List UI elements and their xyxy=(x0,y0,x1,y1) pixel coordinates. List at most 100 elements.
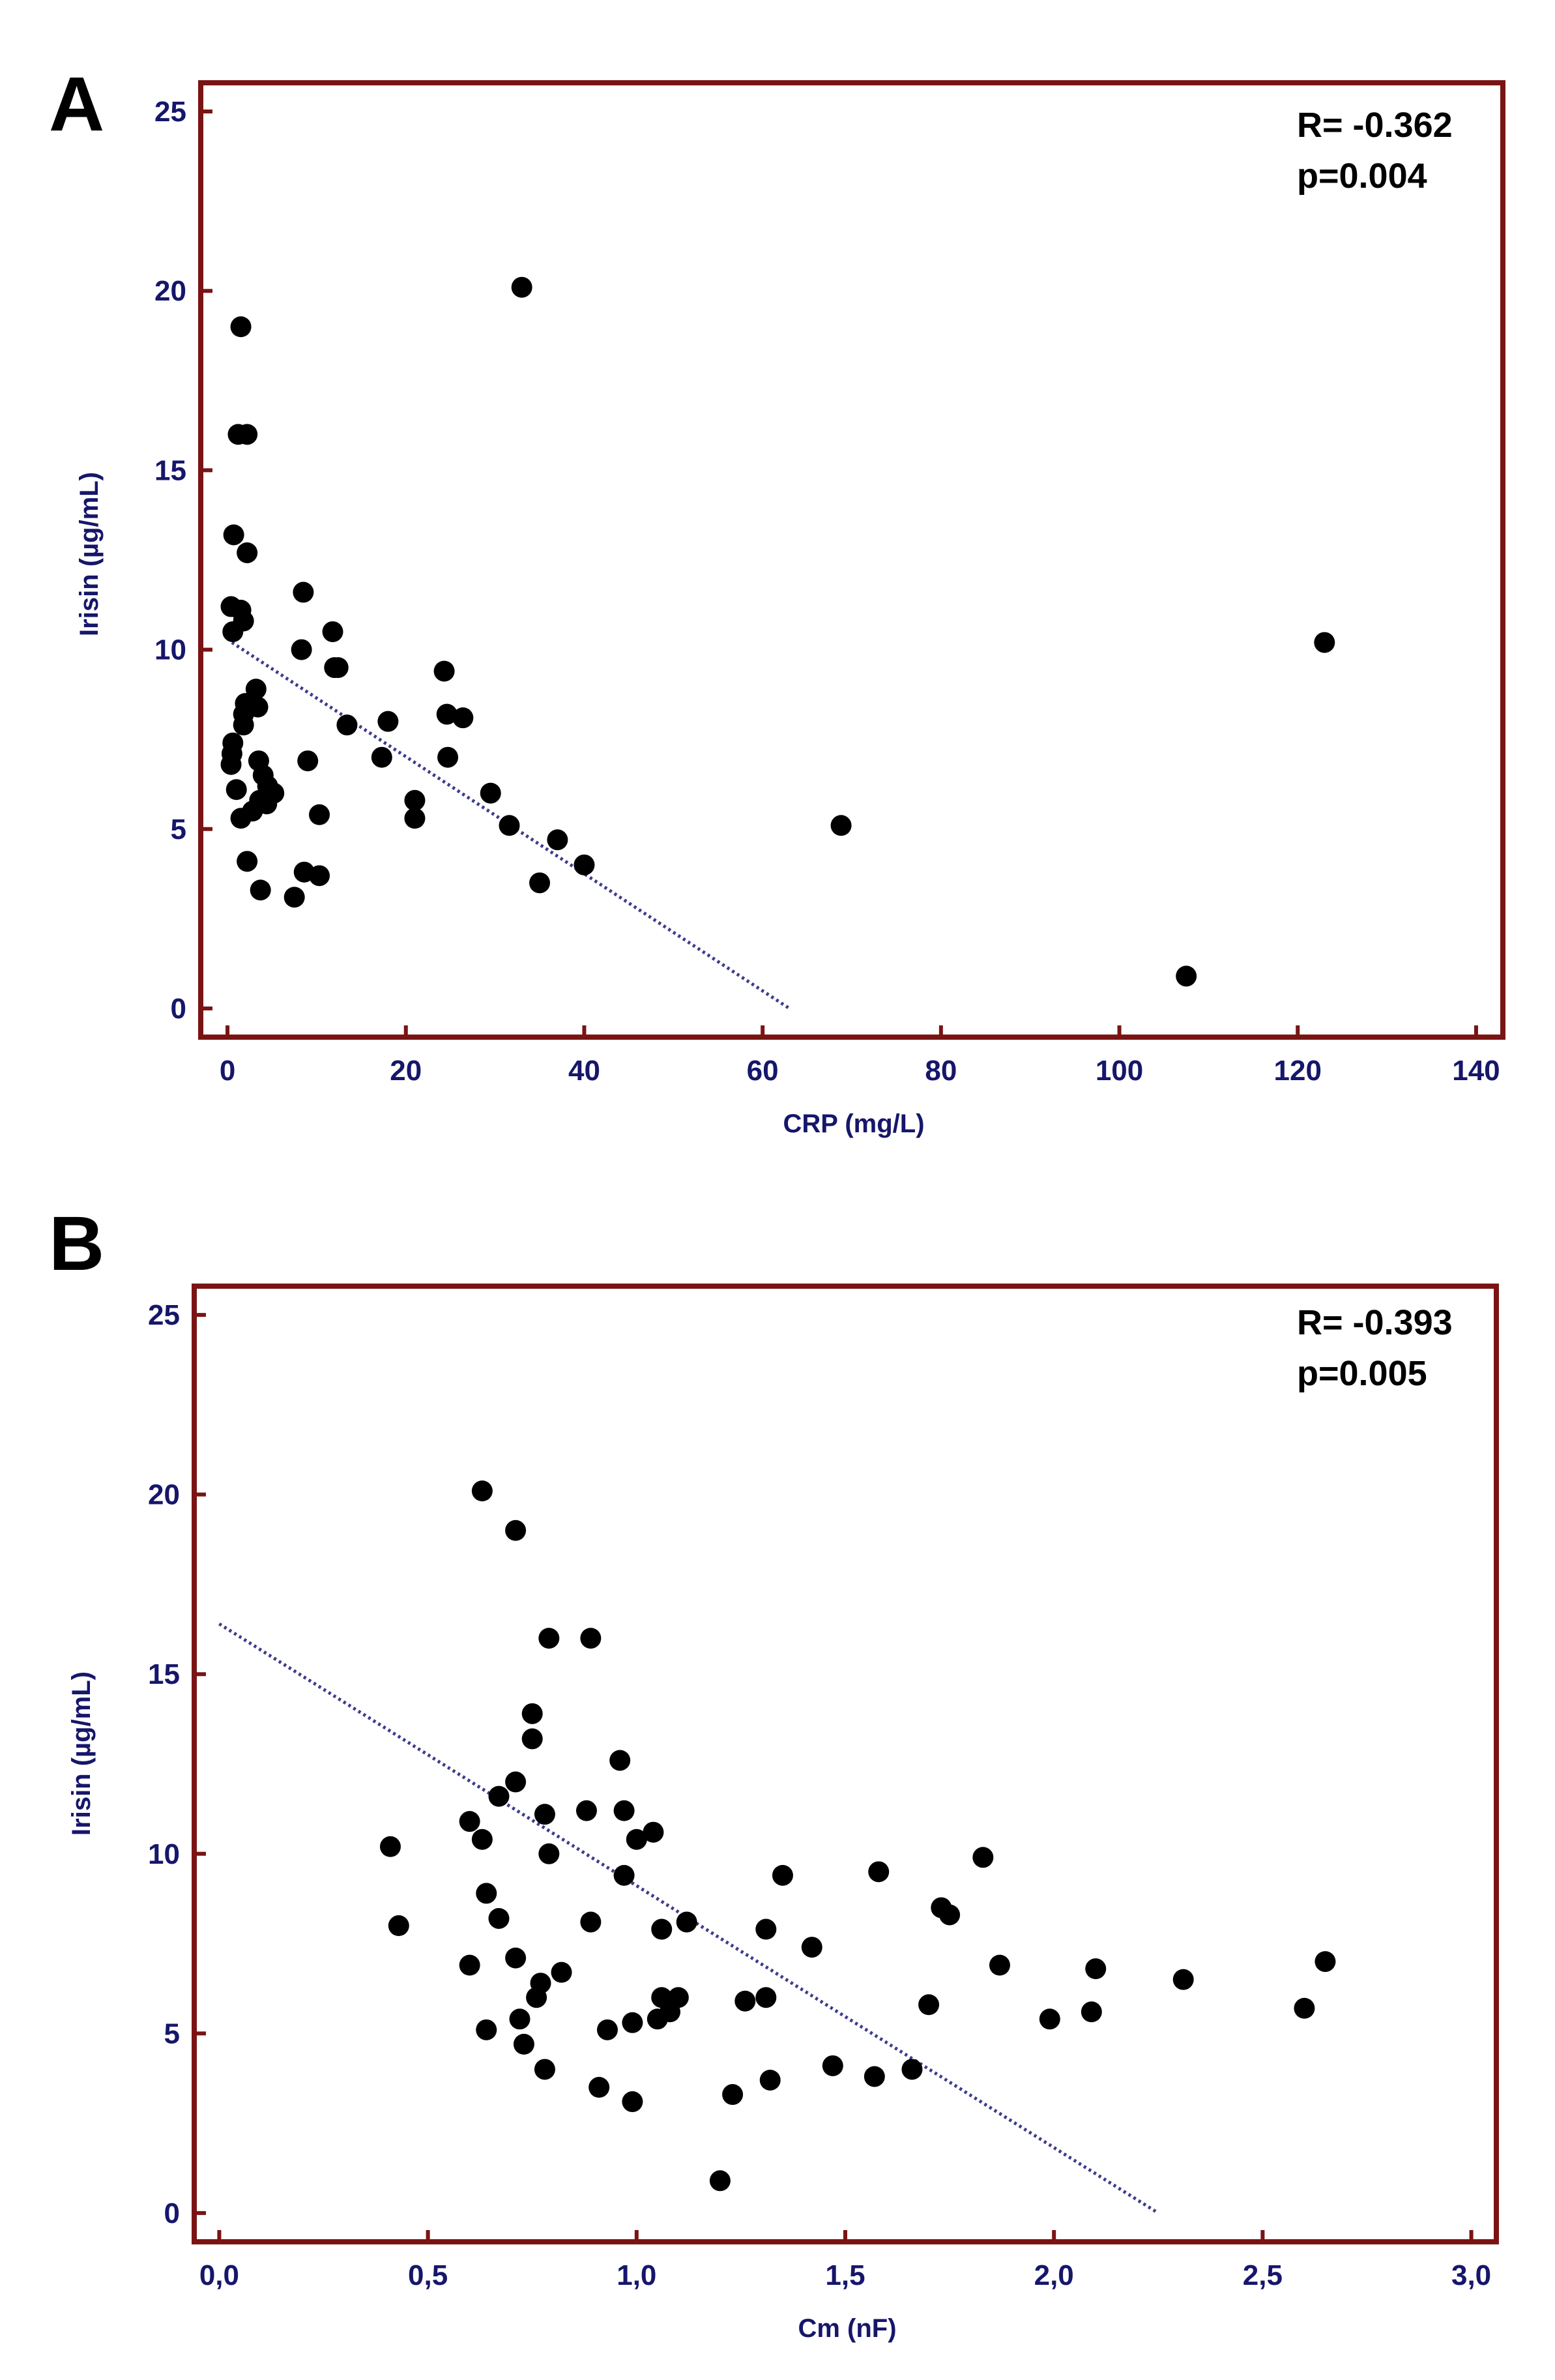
data-point xyxy=(918,1994,940,2016)
y-tick-label: 10 xyxy=(148,1838,180,1870)
data-point xyxy=(755,1918,777,1940)
data-point xyxy=(309,865,330,887)
data-point xyxy=(1039,2008,1060,2030)
data-point xyxy=(225,779,247,801)
x-tick-label: 0 xyxy=(220,1055,235,1087)
data-point xyxy=(245,679,267,700)
data-point xyxy=(250,879,271,901)
x-tick-label: 100 xyxy=(1096,1055,1143,1087)
data-point xyxy=(1315,1951,1336,1973)
data-points xyxy=(379,1480,1336,2192)
data-point xyxy=(283,887,305,908)
data-point xyxy=(868,1861,890,1883)
data-point xyxy=(709,2170,731,2192)
data-point xyxy=(377,711,399,732)
tick-labels: 0 20 40 60 80 100 120 140 0 5 10 15 20 25 xyxy=(154,96,1500,1087)
data-point xyxy=(772,1864,793,1886)
data-point xyxy=(759,2069,781,2091)
data-point xyxy=(505,1520,527,1541)
x-tick-label: 80 xyxy=(925,1055,957,1087)
x-axis-title: Cm (nF) xyxy=(798,2314,896,2343)
data-point xyxy=(499,815,520,836)
data-point xyxy=(613,1800,635,1821)
y-tick-label: 0 xyxy=(171,993,186,1025)
y-tick-label: 5 xyxy=(164,2018,180,2049)
data-points xyxy=(220,276,1335,987)
data-point xyxy=(989,1954,1010,1976)
correlation-r: R= -0.393 xyxy=(1297,1303,1453,1342)
data-point xyxy=(1085,1958,1107,1980)
data-point xyxy=(547,829,568,851)
x-tick-label: 40 xyxy=(568,1055,600,1087)
x-tick-label: 120 xyxy=(1274,1055,1322,1087)
data-point xyxy=(575,1800,597,1821)
data-point xyxy=(237,424,258,445)
correlation-r: R= -0.362 xyxy=(1297,106,1453,145)
data-point xyxy=(433,660,455,682)
data-point xyxy=(622,2012,643,2033)
data-point xyxy=(538,1843,560,1864)
tick-labels: 0,0 0,5 1,0 1,5 2,0 2,5 3,0 0 5 10 15 20 25 xyxy=(148,1299,1491,2291)
x-axis-title: CRP (mg/L) xyxy=(783,1109,924,1138)
data-point xyxy=(822,2055,843,2076)
data-point xyxy=(379,1836,401,1857)
data-point xyxy=(622,2091,643,2113)
tick-marks xyxy=(201,110,1478,1037)
data-point xyxy=(613,1864,635,1886)
data-point xyxy=(643,1821,664,1843)
data-point xyxy=(526,1987,547,2008)
data-point xyxy=(534,1804,555,1825)
y-tick-label: 25 xyxy=(154,96,186,128)
data-point xyxy=(734,1990,756,2012)
y-tick-label: 15 xyxy=(154,454,186,486)
data-point xyxy=(521,1728,543,1750)
y-tick-label: 25 xyxy=(148,1299,180,1331)
data-point xyxy=(327,657,349,679)
x-tick-label: 2,5 xyxy=(1243,2259,1283,2291)
data-point xyxy=(220,754,242,775)
data-point xyxy=(459,1811,480,1832)
data-point xyxy=(511,276,532,298)
tick-marks xyxy=(194,1313,1474,2242)
x-tick-label: 20 xyxy=(390,1055,422,1087)
data-point xyxy=(404,808,426,829)
panel-a: A 0 20 40 60 80 100 120 140 0 5 10 15 20 25 CRP (mg/L… xyxy=(49,61,1505,1138)
y-tick-label: 15 xyxy=(148,1658,180,1690)
x-tick-label: 0,0 xyxy=(199,2259,239,2291)
x-tick-label: 3,0 xyxy=(1451,2259,1491,2291)
plot-frame xyxy=(192,1284,1499,2244)
data-point xyxy=(939,1904,961,1926)
data-point xyxy=(509,2008,530,2030)
data-point xyxy=(505,1947,527,1969)
data-point xyxy=(388,1915,409,1937)
y-axis-title: Irisin (µg/mL) xyxy=(67,1671,96,1836)
data-point xyxy=(488,1785,510,1807)
data-point xyxy=(589,2077,610,2098)
data-point xyxy=(647,2008,668,2030)
data-point xyxy=(609,1750,631,1771)
data-point xyxy=(336,714,358,736)
data-point xyxy=(513,2033,534,2055)
data-point xyxy=(476,1883,497,1904)
data-point xyxy=(1294,1997,1315,2019)
plot-frame xyxy=(198,80,1505,1040)
data-point xyxy=(222,621,244,643)
data-point xyxy=(471,1480,493,1502)
data-point xyxy=(1314,632,1335,653)
data-point xyxy=(459,1954,480,1976)
data-point xyxy=(534,2059,555,2080)
data-point xyxy=(1172,1969,1194,1990)
data-point xyxy=(293,581,314,603)
y-tick-label: 5 xyxy=(171,814,186,845)
data-point xyxy=(322,621,343,643)
data-point xyxy=(230,808,252,829)
data-point xyxy=(371,746,392,768)
data-point xyxy=(309,804,330,825)
data-point xyxy=(505,1771,527,1793)
panel-b: B 0,0 0,5 1,0 1,5 2,0 2,5 3,0 0 5 10 15 20 25 Cm (nF… xyxy=(49,1201,1499,2343)
data-point xyxy=(676,1911,697,1933)
p-value: p=0.004 xyxy=(1297,156,1427,196)
data-point xyxy=(830,815,852,836)
data-point xyxy=(230,316,252,338)
